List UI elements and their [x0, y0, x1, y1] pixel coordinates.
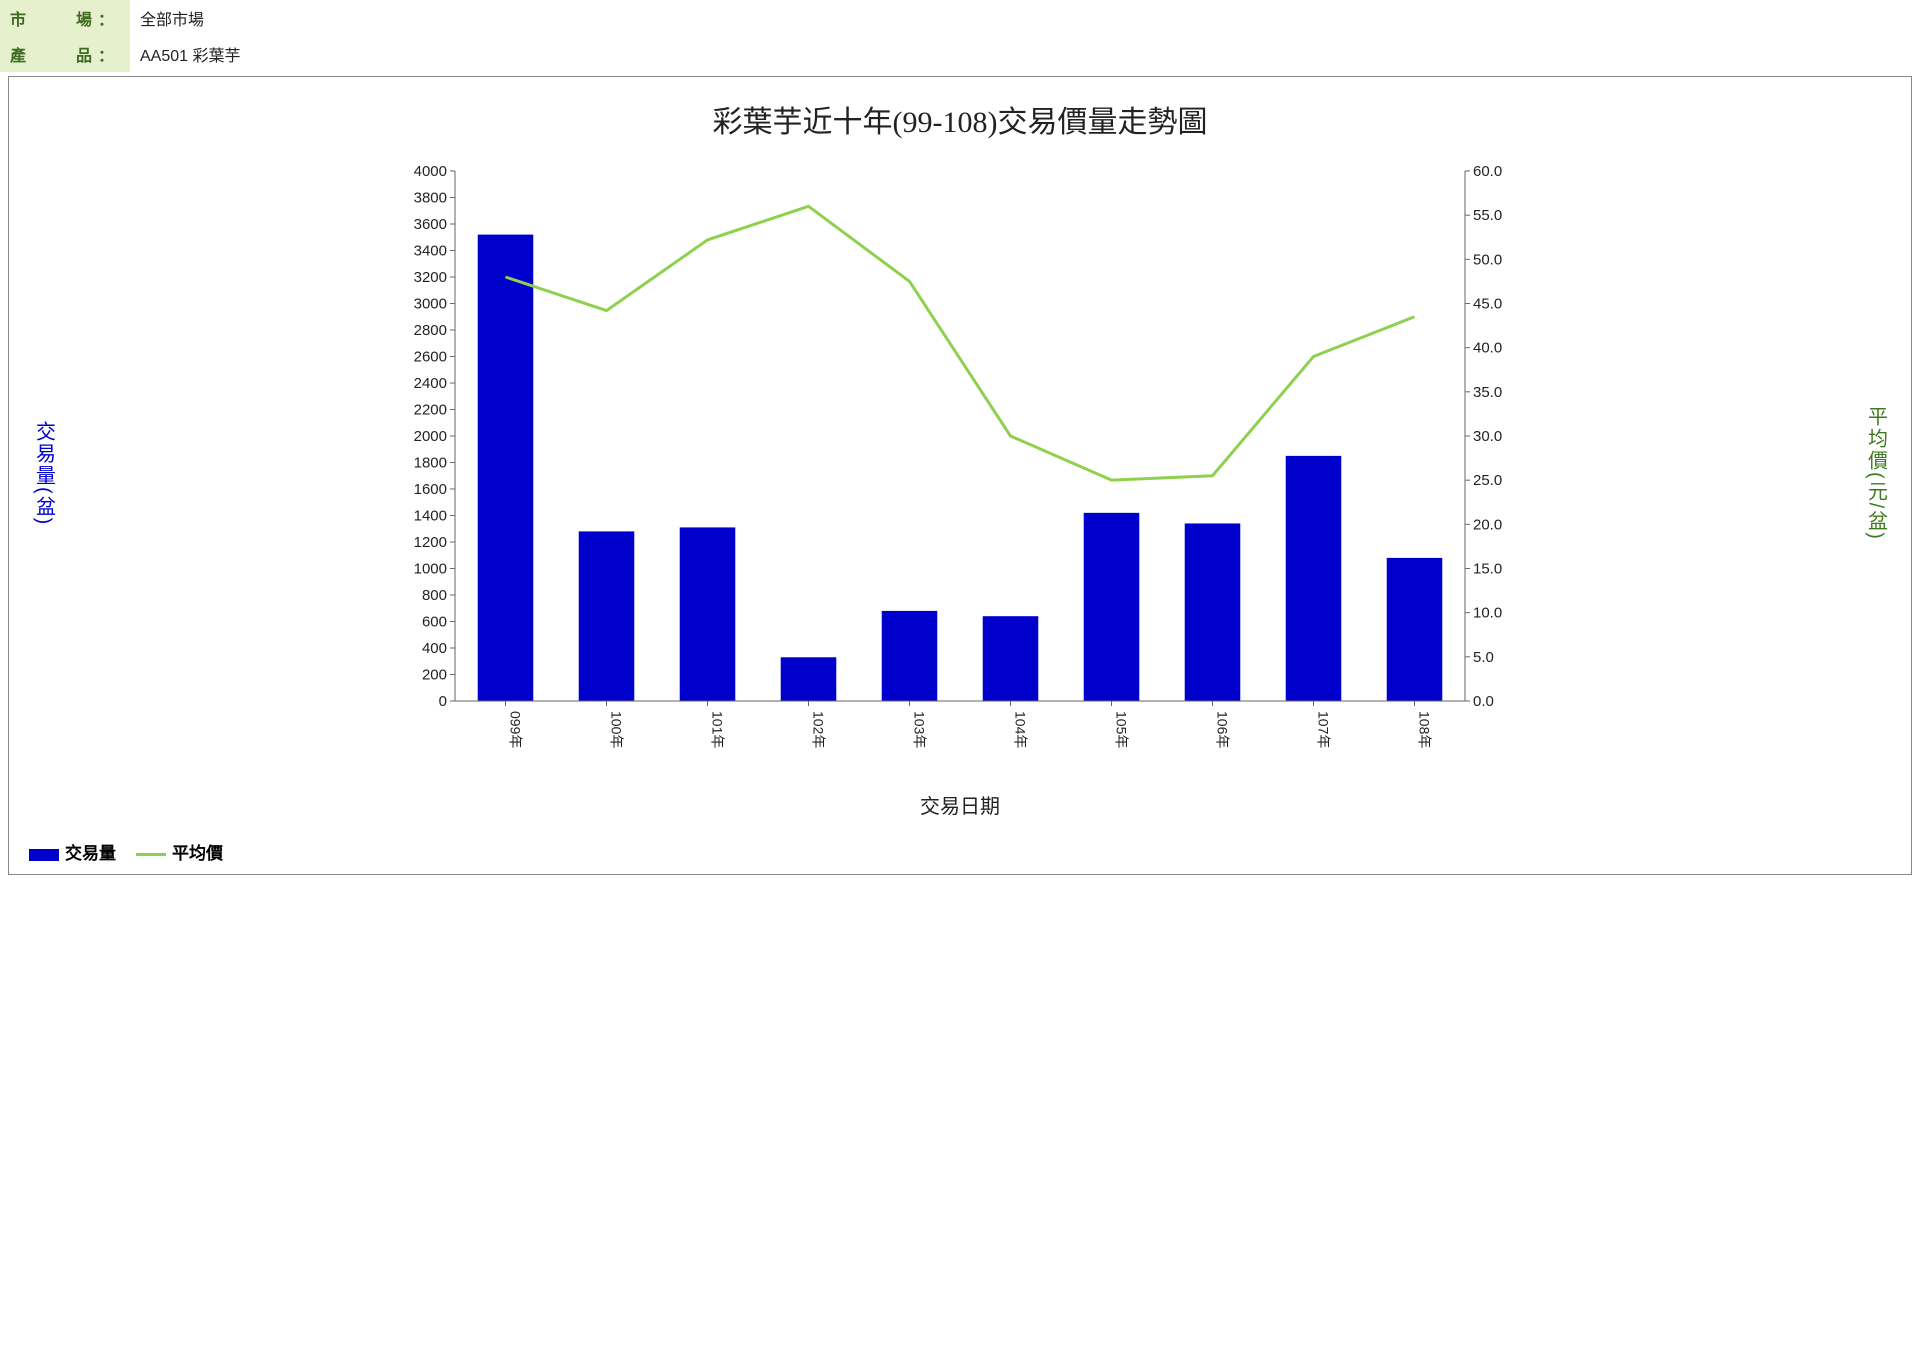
svg-text:3600: 3600 [414, 216, 447, 233]
svg-text:103年: 103年 [912, 711, 928, 748]
svg-text:3200: 3200 [414, 269, 447, 286]
svg-text:5.0: 5.0 [1473, 649, 1494, 666]
svg-text:50.0: 50.0 [1473, 251, 1502, 268]
svg-text:107年: 107年 [1316, 711, 1332, 748]
svg-text:35.0: 35.0 [1473, 384, 1502, 401]
svg-text:1200: 1200 [414, 534, 447, 551]
svg-text:2600: 2600 [414, 349, 447, 366]
svg-text:30.0: 30.0 [1473, 428, 1502, 445]
svg-text:105年: 105年 [1114, 711, 1130, 748]
svg-text:0: 0 [439, 693, 447, 710]
svg-text:3000: 3000 [414, 296, 447, 313]
svg-text:2400: 2400 [414, 375, 447, 392]
svg-text:108年: 108年 [1417, 711, 1433, 748]
svg-text:4000: 4000 [414, 163, 447, 180]
svg-text:25.0: 25.0 [1473, 472, 1502, 489]
svg-text:600: 600 [422, 614, 447, 631]
chart-container: 彩葉芋近十年(99-108)交易價量走勢圖 交易量(盆) 0 200 400 600 8… [8, 76, 1912, 875]
svg-text:100年: 100年 [609, 711, 625, 748]
y-axis-left-label: 交易量(盆) [29, 161, 59, 786]
product-label: 產 品： [0, 36, 130, 72]
svg-text:101年: 101年 [710, 711, 726, 748]
svg-text:106年: 106年 [1215, 711, 1231, 748]
chart-title: 彩葉芋近十年(99-108)交易價量走勢圖 [29, 97, 1891, 141]
svg-text:45.0: 45.0 [1473, 296, 1502, 313]
svg-text:2800: 2800 [414, 322, 447, 339]
svg-text:1400: 1400 [414, 508, 447, 525]
bar-swatch-icon [29, 849, 59, 861]
legend: 交易量 平均價 [29, 839, 1891, 864]
svg-text:2000: 2000 [414, 428, 447, 445]
line-swatch-icon [136, 853, 166, 856]
legend-bar: 交易量 [29, 839, 116, 864]
chart-svg: 0 200 400 600 800 1000 1200 1400 1600 1800 2000 220… [59, 161, 1861, 781]
x-axis-title: 交易日期 [29, 790, 1891, 819]
svg-text:400: 400 [422, 640, 447, 657]
svg-text:2200: 2200 [414, 402, 447, 419]
svg-text:0.0: 0.0 [1473, 693, 1494, 710]
svg-text:10.0: 10.0 [1473, 605, 1502, 622]
svg-text:102年: 102年 [811, 711, 827, 748]
svg-text:104年: 104年 [1013, 711, 1029, 748]
svg-text:800: 800 [422, 587, 447, 604]
product-value: AA501 彩葉芋 [130, 36, 330, 72]
svg-text:3400: 3400 [414, 243, 447, 260]
svg-text:3800: 3800 [414, 190, 447, 207]
market-label: 市 場： [0, 0, 130, 36]
svg-text:1800: 1800 [414, 455, 447, 472]
svg-text:099年: 099年 [508, 711, 524, 748]
svg-text:20.0: 20.0 [1473, 516, 1502, 533]
svg-text:15.0: 15.0 [1473, 561, 1502, 578]
svg-text:40.0: 40.0 [1473, 340, 1502, 357]
svg-text:60.0: 60.0 [1473, 163, 1502, 180]
market-value: 全部市場 [130, 0, 330, 36]
svg-text:1000: 1000 [414, 561, 447, 578]
svg-text:55.0: 55.0 [1473, 207, 1502, 224]
y-axis-right-label: 平均價(元/盆) [1861, 161, 1891, 786]
legend-line: 平均價 [136, 839, 223, 864]
header-table: 市 場： 全部市場 產 品： AA501 彩葉芋 [0, 0, 330, 72]
svg-text:200: 200 [422, 667, 447, 684]
svg-text:1600: 1600 [414, 481, 447, 498]
